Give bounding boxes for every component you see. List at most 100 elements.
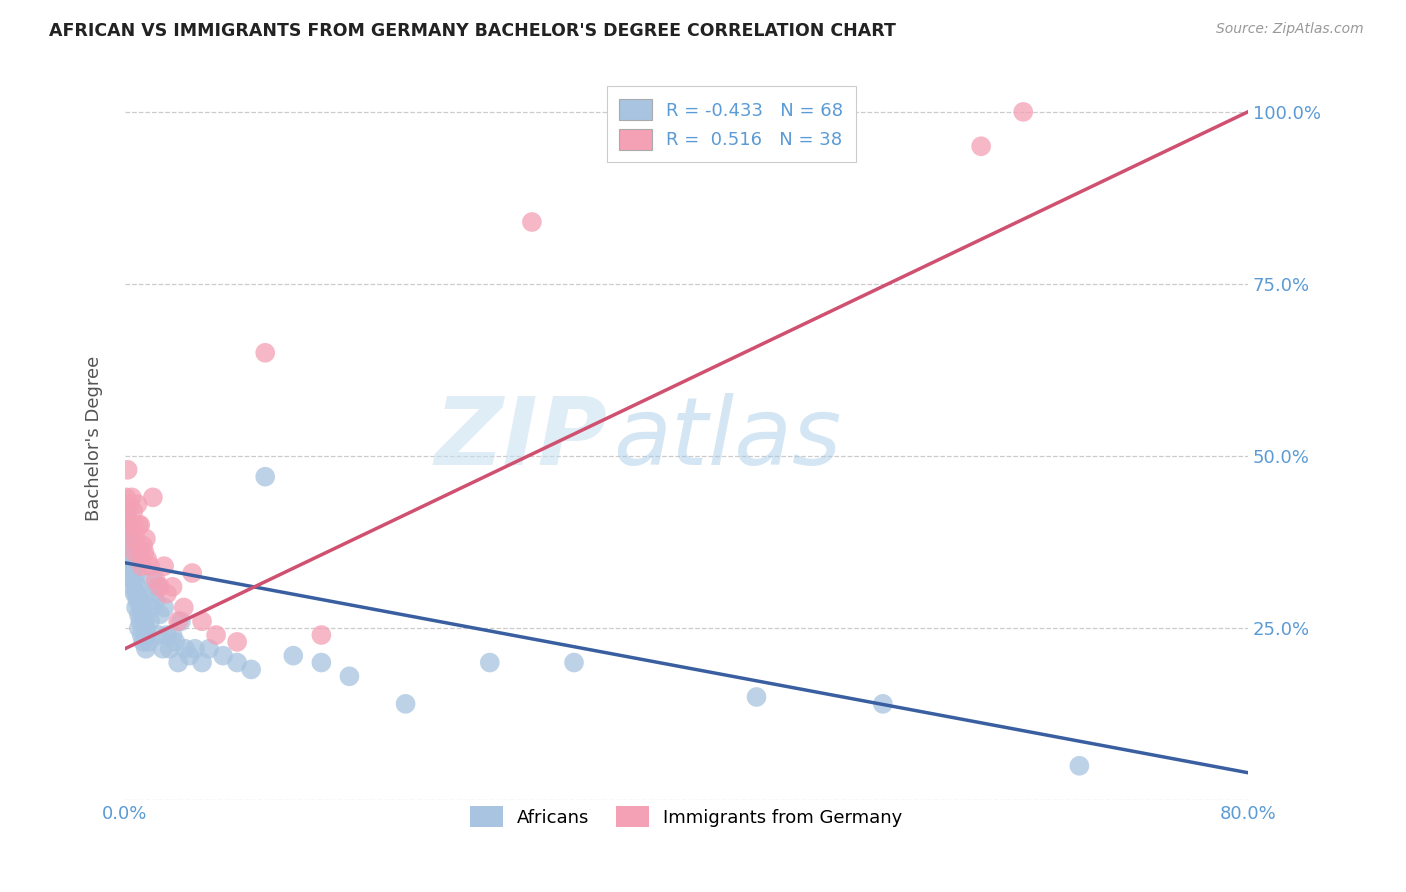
Point <box>128 545 150 559</box>
Point <box>128 607 150 622</box>
Point <box>191 614 214 628</box>
Point <box>143 587 166 601</box>
Point <box>122 504 145 518</box>
Point <box>135 532 157 546</box>
Point <box>121 559 143 574</box>
Point <box>562 656 585 670</box>
Point <box>121 491 143 505</box>
Point <box>132 635 155 649</box>
Point <box>970 139 993 153</box>
Point <box>167 656 190 670</box>
Point <box>170 614 193 628</box>
Point <box>121 573 143 587</box>
Point <box>198 641 221 656</box>
Text: Source: ZipAtlas.com: Source: ZipAtlas.com <box>1216 22 1364 37</box>
Point <box>125 600 148 615</box>
Point <box>167 614 190 628</box>
Point <box>136 628 159 642</box>
Point <box>179 648 201 663</box>
Point <box>145 573 167 587</box>
Point <box>226 635 249 649</box>
Point <box>115 532 138 546</box>
Point <box>139 559 162 574</box>
Point <box>125 587 148 601</box>
Point <box>174 641 197 656</box>
Point <box>142 491 165 505</box>
Point <box>128 621 150 635</box>
Point <box>283 648 305 663</box>
Point <box>127 593 149 607</box>
Point <box>745 690 768 704</box>
Point <box>129 517 152 532</box>
Point <box>1069 759 1091 773</box>
Point <box>149 607 172 622</box>
Point <box>124 545 146 559</box>
Point <box>122 552 145 566</box>
Point <box>118 517 141 532</box>
Point <box>125 566 148 580</box>
Point <box>124 517 146 532</box>
Point <box>129 593 152 607</box>
Point <box>156 587 179 601</box>
Point <box>127 497 149 511</box>
Point <box>191 656 214 670</box>
Point <box>311 628 333 642</box>
Point <box>124 559 146 574</box>
Point <box>117 545 139 559</box>
Point <box>152 641 174 656</box>
Point <box>138 635 160 649</box>
Point <box>121 532 143 546</box>
Point <box>226 656 249 670</box>
Point <box>311 656 333 670</box>
Point <box>135 621 157 635</box>
Point <box>131 628 153 642</box>
Point <box>142 573 165 587</box>
Point <box>131 600 153 615</box>
Point <box>117 463 139 477</box>
Point <box>124 587 146 601</box>
Point <box>162 580 184 594</box>
Point <box>184 641 207 656</box>
Point <box>148 628 170 642</box>
Point <box>205 628 228 642</box>
Point <box>120 532 142 546</box>
Point <box>117 504 139 518</box>
Point <box>122 580 145 594</box>
Point <box>131 559 153 574</box>
Point <box>173 600 195 615</box>
Point <box>132 607 155 622</box>
Point <box>394 697 416 711</box>
Point <box>139 614 162 628</box>
Point <box>124 573 146 587</box>
Point <box>254 345 277 359</box>
Point <box>128 517 150 532</box>
Point <box>118 497 141 511</box>
Point <box>115 491 138 505</box>
Point <box>118 552 141 566</box>
Point <box>134 614 156 628</box>
Point <box>520 215 543 229</box>
Point <box>212 648 235 663</box>
Point <box>134 545 156 559</box>
Point <box>240 662 263 676</box>
Y-axis label: Bachelor's Degree: Bachelor's Degree <box>86 356 103 522</box>
Point <box>125 532 148 546</box>
Text: ZIP: ZIP <box>434 392 607 485</box>
Point <box>120 566 142 580</box>
Point <box>153 559 176 574</box>
Point <box>181 566 204 580</box>
Point <box>165 635 187 649</box>
Point <box>156 628 179 642</box>
Point <box>129 614 152 628</box>
Point <box>121 539 143 553</box>
Point <box>162 628 184 642</box>
Point <box>132 539 155 553</box>
Point <box>159 641 181 656</box>
Point <box>120 517 142 532</box>
Point <box>478 656 501 670</box>
Point <box>153 600 176 615</box>
Point <box>1012 104 1035 119</box>
Legend: Africans, Immigrants from Germany: Africans, Immigrants from Germany <box>463 799 910 835</box>
Point <box>127 580 149 594</box>
Point <box>872 697 894 711</box>
